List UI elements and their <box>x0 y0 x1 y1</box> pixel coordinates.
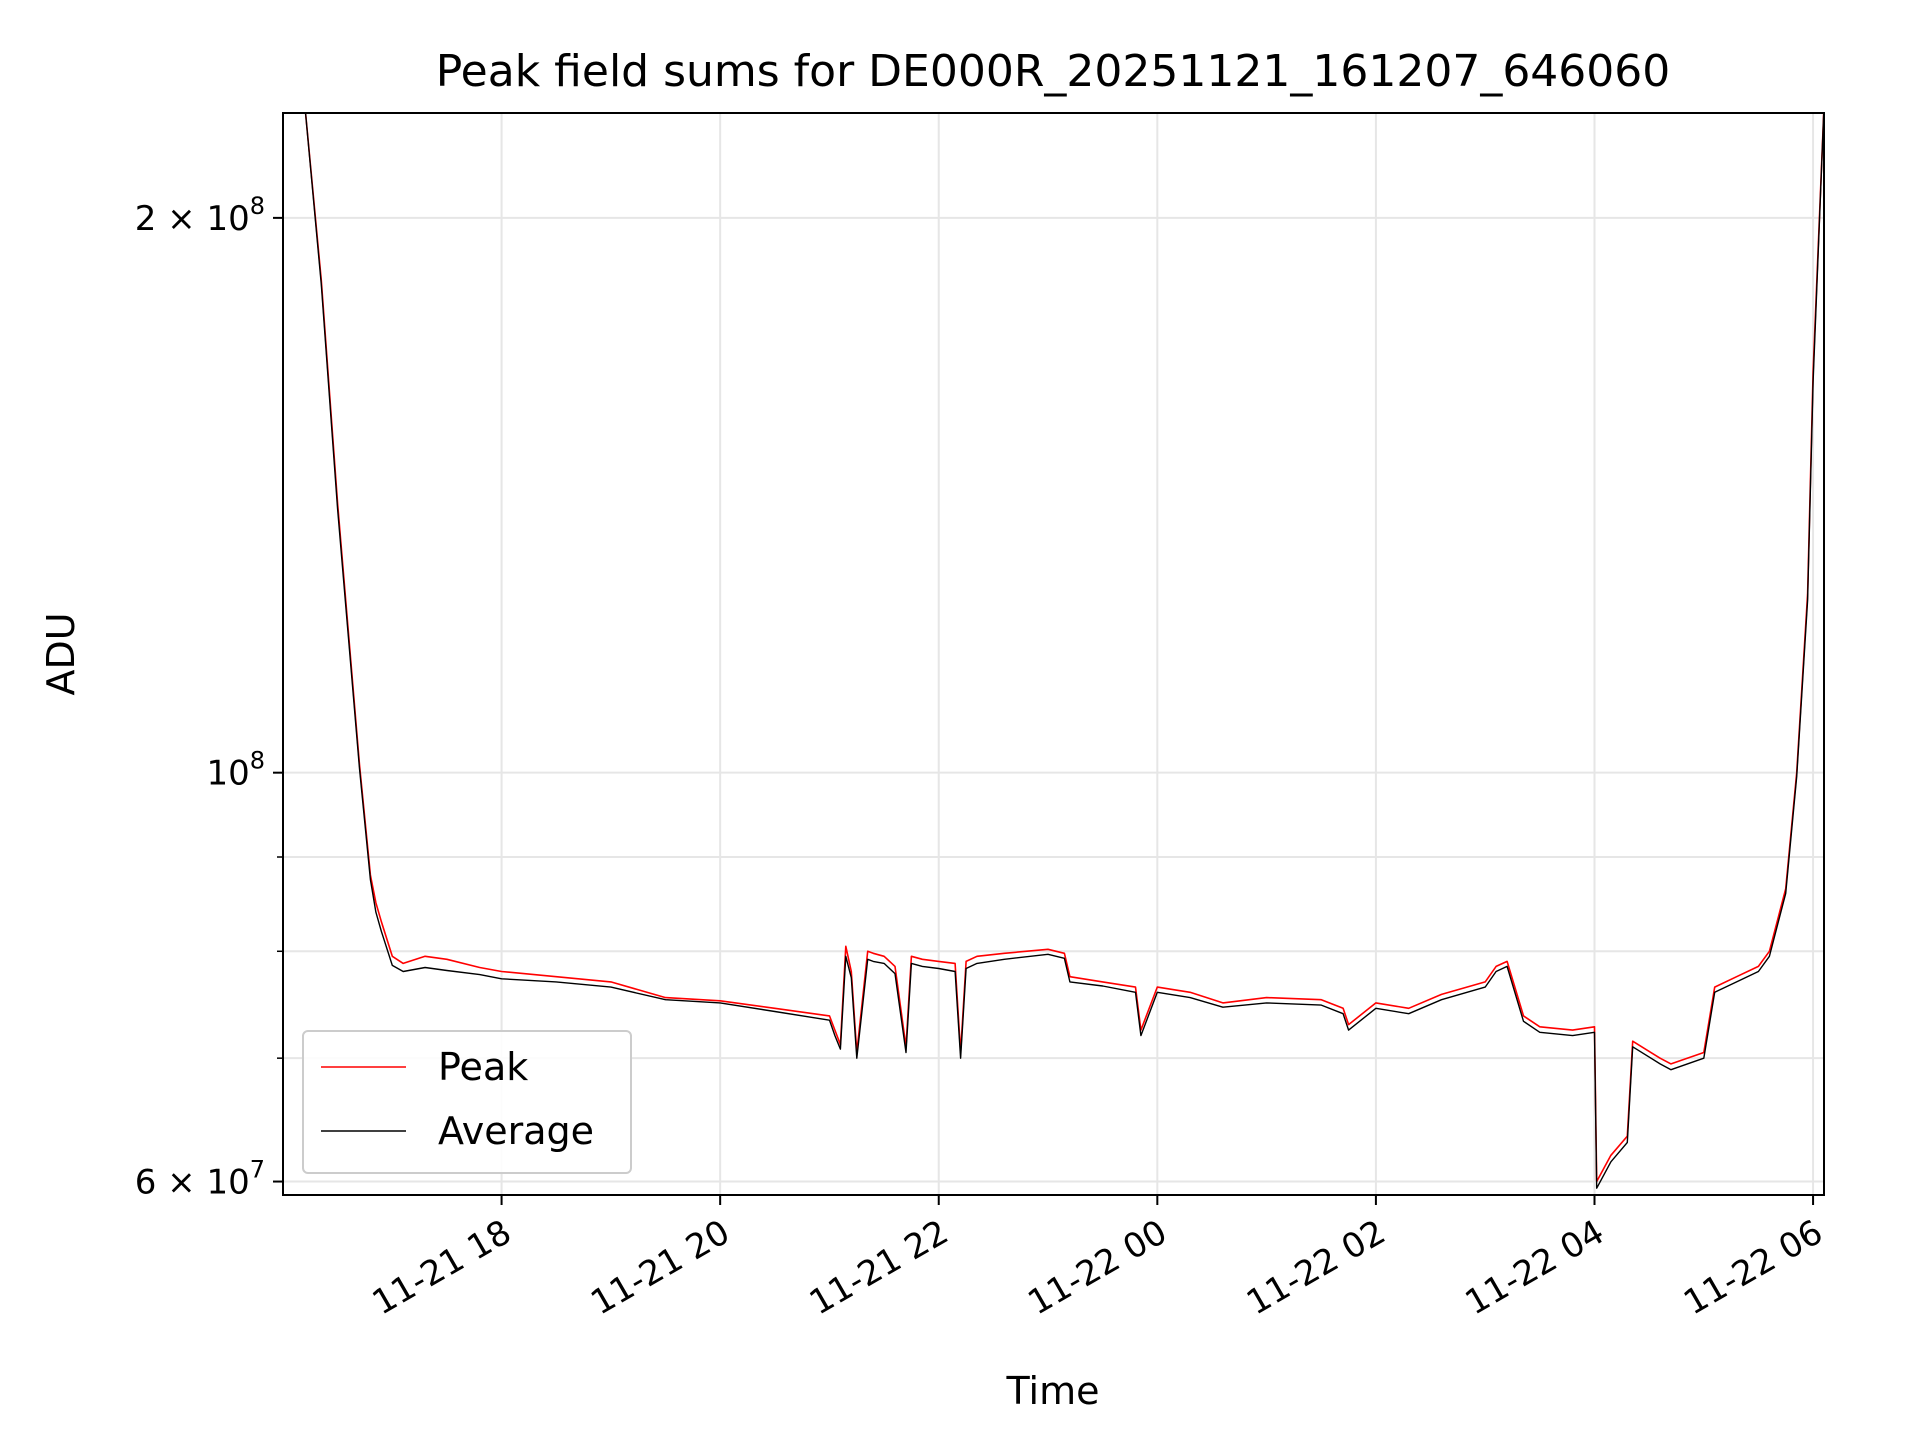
y-tick-exponent: 7 <box>250 1156 265 1184</box>
y-tick-exponent: 8 <box>250 747 265 775</box>
chart-title: Peak field sums for DE000R_20251121_1612… <box>436 46 1671 97</box>
series-line-average <box>304 113 1824 1189</box>
x-axis-label: Time <box>1006 1369 1100 1413</box>
legend: Peak Average <box>302 1030 632 1174</box>
legend-label-peak: Peak <box>438 1045 528 1089</box>
y-tick-base: 10 <box>206 754 249 794</box>
y-tick-label: 108 <box>206 747 265 794</box>
y-tick-label: 2 × 108 <box>135 192 265 239</box>
series-layer <box>304 113 1824 1189</box>
y-tick-base: 6 × 10 <box>135 1163 250 1203</box>
plot-frame <box>282 112 1825 1196</box>
legend-label-average: Average <box>438 1109 594 1153</box>
y-axis-label: ADU <box>39 612 83 695</box>
y-tick-label: 6 × 107 <box>135 1156 265 1203</box>
y-tick-base: 2 × 10 <box>135 199 250 239</box>
y-tick-exponent: 8 <box>250 192 265 220</box>
